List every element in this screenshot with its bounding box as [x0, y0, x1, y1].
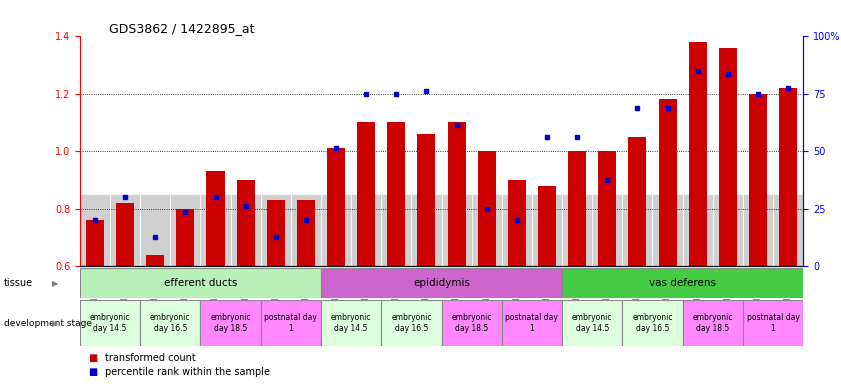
Bar — [261, 300, 321, 346]
Bar — [743, 194, 773, 266]
Bar — [357, 122, 375, 266]
Bar — [743, 300, 803, 346]
Text: vas deferens: vas deferens — [649, 278, 717, 288]
Bar — [683, 300, 743, 346]
Bar — [719, 48, 737, 266]
Text: development stage: development stage — [4, 319, 93, 328]
Bar — [200, 194, 230, 266]
Text: embryonic
day 16.5: embryonic day 16.5 — [391, 313, 431, 333]
Bar — [659, 99, 676, 266]
Text: embryonic
day 18.5: embryonic day 18.5 — [452, 313, 492, 333]
Text: percentile rank within the sample: percentile rank within the sample — [105, 367, 270, 377]
Bar — [622, 300, 683, 346]
Bar — [140, 300, 200, 346]
Bar — [146, 255, 164, 266]
Bar — [442, 300, 502, 346]
Text: embryonic
day 18.5: embryonic day 18.5 — [210, 313, 251, 333]
Bar — [267, 200, 285, 266]
Bar — [297, 200, 315, 266]
Bar — [447, 122, 466, 266]
Text: postnatal day
1: postnatal day 1 — [505, 313, 558, 333]
Bar — [417, 134, 436, 266]
Bar — [748, 94, 767, 266]
Bar — [381, 300, 442, 346]
Bar — [478, 151, 495, 266]
Text: embryonic
day 16.5: embryonic day 16.5 — [150, 313, 191, 333]
Text: ▶: ▶ — [52, 279, 59, 288]
Bar — [321, 268, 562, 298]
Bar — [628, 137, 647, 266]
Bar — [562, 194, 592, 266]
Bar — [411, 194, 442, 266]
Text: efferent ducts: efferent ducts — [164, 278, 237, 288]
Bar — [562, 268, 803, 298]
Bar — [200, 300, 261, 346]
Bar — [80, 194, 110, 266]
Bar — [236, 180, 255, 266]
Bar — [779, 88, 797, 266]
Text: embryonic
day 18.5: embryonic day 18.5 — [692, 313, 733, 333]
Text: transformed count: transformed count — [105, 353, 196, 363]
Bar — [712, 194, 743, 266]
Bar — [327, 148, 345, 266]
Text: embryonic
day 14.5: embryonic day 14.5 — [331, 313, 372, 333]
Bar — [387, 122, 405, 266]
Bar — [170, 194, 200, 266]
Text: epididymis: epididymis — [413, 278, 470, 288]
Bar — [502, 194, 532, 266]
Text: GDS3862 / 1422895_at: GDS3862 / 1422895_at — [109, 22, 255, 35]
Text: ■: ■ — [88, 353, 98, 363]
Bar — [689, 42, 706, 266]
Bar — [773, 194, 803, 266]
Bar — [116, 203, 134, 266]
Bar — [653, 194, 683, 266]
Bar — [472, 194, 502, 266]
Bar — [230, 194, 261, 266]
Bar — [683, 194, 712, 266]
Bar — [261, 194, 291, 266]
Text: ■: ■ — [88, 367, 98, 377]
Bar — [508, 180, 526, 266]
Bar — [80, 268, 321, 298]
Text: embryonic
day 16.5: embryonic day 16.5 — [632, 313, 673, 333]
Bar — [140, 194, 170, 266]
Text: ▶: ▶ — [52, 319, 59, 328]
Bar — [568, 151, 586, 266]
Bar — [351, 194, 381, 266]
Bar — [538, 185, 556, 266]
Bar — [291, 194, 321, 266]
Bar — [110, 194, 140, 266]
Bar — [381, 194, 411, 266]
Bar — [598, 151, 616, 266]
Bar — [592, 194, 622, 266]
Bar — [532, 194, 562, 266]
Bar — [502, 300, 562, 346]
Bar — [206, 171, 225, 266]
Bar — [80, 300, 140, 346]
Bar — [177, 209, 194, 266]
Text: postnatal day
1: postnatal day 1 — [747, 313, 800, 333]
Text: postnatal day
1: postnatal day 1 — [264, 313, 317, 333]
Bar — [442, 194, 472, 266]
Bar — [562, 300, 622, 346]
Text: tissue: tissue — [4, 278, 34, 288]
Bar — [622, 194, 653, 266]
Bar — [86, 220, 104, 266]
Bar — [321, 300, 381, 346]
Text: embryonic
day 14.5: embryonic day 14.5 — [572, 313, 612, 333]
Text: embryonic
day 14.5: embryonic day 14.5 — [90, 313, 130, 333]
Bar — [321, 194, 351, 266]
